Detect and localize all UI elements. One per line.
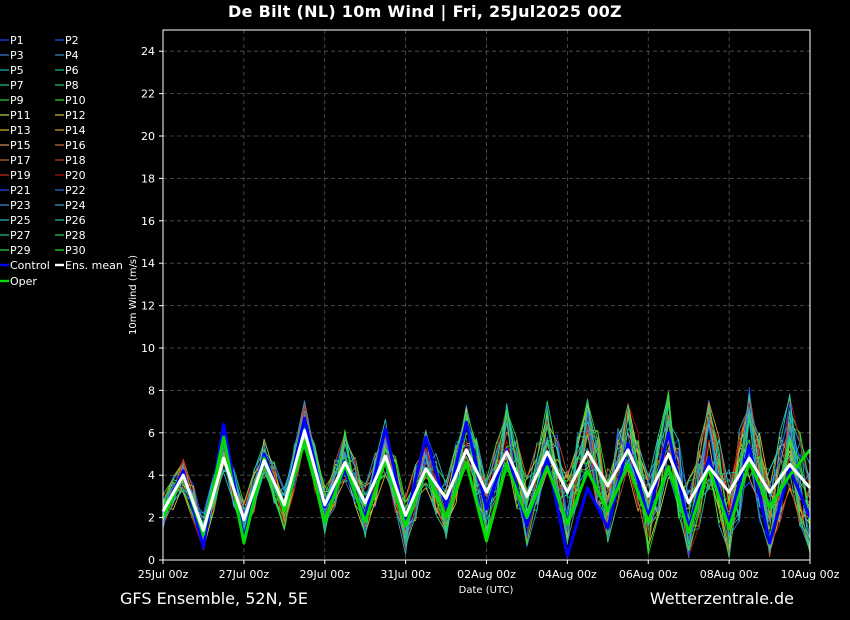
legend-item: P28: [65, 229, 86, 242]
y-tick-label: 12: [141, 300, 155, 313]
legend-item: P30: [65, 244, 86, 257]
legend-item: P3: [10, 49, 24, 62]
y-tick-label: 4: [148, 469, 155, 482]
x-axis-label: Date (UTC): [459, 585, 514, 596]
x-tick-label: 31Jul 00z: [380, 568, 431, 581]
legend-item: P29: [10, 244, 31, 257]
legend-item: P20: [65, 169, 86, 182]
legend-item: P16: [65, 139, 86, 152]
x-tick-label: 06Aug 00z: [619, 568, 678, 581]
legend-item: P12: [65, 109, 86, 122]
legend-item: P15: [10, 139, 31, 152]
x-tick-label: 25Jul 00z: [138, 568, 189, 581]
x-tick-label: 27Jul 00z: [219, 568, 270, 581]
x-tick-label: 08Aug 00z: [700, 568, 759, 581]
legend-item: P21: [10, 184, 31, 197]
legend-item: P17: [10, 154, 31, 167]
y-tick-label: 14: [141, 257, 155, 270]
y-tick-label: 10: [141, 342, 155, 355]
legend-item: P6: [65, 64, 79, 77]
legend-item: P11: [10, 109, 31, 122]
site-label: Wetterzentrale.de: [649, 589, 794, 608]
legend-item: P4: [65, 49, 79, 62]
legend-item: P24: [65, 199, 86, 212]
model-label: GFS Ensemble, 52N, 5E: [120, 589, 308, 608]
legend-item: Control: [10, 259, 50, 272]
y-tick-label: 18: [141, 172, 155, 185]
x-tick-label: 29Jul 00z: [299, 568, 350, 581]
legend-item: P27: [10, 229, 31, 242]
legend-item: P1: [10, 34, 24, 47]
y-tick-label: 2: [148, 512, 155, 525]
y-tick-label: 24: [141, 45, 155, 58]
x-axis-ticks: 25Jul 00z 27Jul 00z 29Jul 00z 31Jul 00z 02Au…: [138, 560, 840, 581]
y-tick-label: 22: [141, 88, 155, 101]
legend-item: P26: [65, 214, 86, 227]
legend-item: P22: [65, 184, 86, 197]
legend-item: P14: [65, 124, 86, 137]
legend-item: P23: [10, 199, 31, 212]
x-tick-label: 02Aug 00z: [457, 568, 516, 581]
y-axis-label: 10m Wind (m/s): [128, 255, 139, 335]
legend-item: P10: [65, 94, 86, 107]
legend-item: P9: [10, 94, 24, 107]
y-tick-label: 20: [141, 130, 155, 143]
ens-mean-line: [161, 429, 812, 532]
legend-item: P5: [10, 64, 24, 77]
legend: P1 P2 P3 P4 P5 P6 P7 P8 P9 P10 P11 P12 P13 P14 P15 P16 P…: [0, 34, 123, 288]
x-tick-label: 04Aug 00z: [538, 568, 597, 581]
y-tick-label: 16: [141, 215, 155, 228]
y-tick-label: 8: [148, 384, 155, 397]
member-line-p28: [162, 400, 811, 543]
legend-item: P8: [65, 79, 79, 92]
legend-item: P2: [65, 34, 79, 47]
legend-item: Ens. mean: [65, 259, 123, 272]
legend-item: P18: [65, 154, 86, 167]
y-tick-label: 6: [148, 427, 155, 440]
x-tick-label: 10Aug 00z: [781, 568, 840, 581]
legend-item: P19: [10, 169, 31, 182]
legend-item: P13: [10, 124, 31, 137]
legend-item: P25: [10, 214, 31, 227]
legend-item: Oper: [10, 275, 37, 288]
legend-item: P7: [10, 79, 24, 92]
plot-lines: [161, 387, 812, 559]
chart-title: De Bilt (NL) 10m Wind | Fri, 25Jul2025 0…: [228, 2, 622, 21]
y-tick-label: 0: [148, 554, 155, 567]
grid-lines: [163, 30, 810, 560]
